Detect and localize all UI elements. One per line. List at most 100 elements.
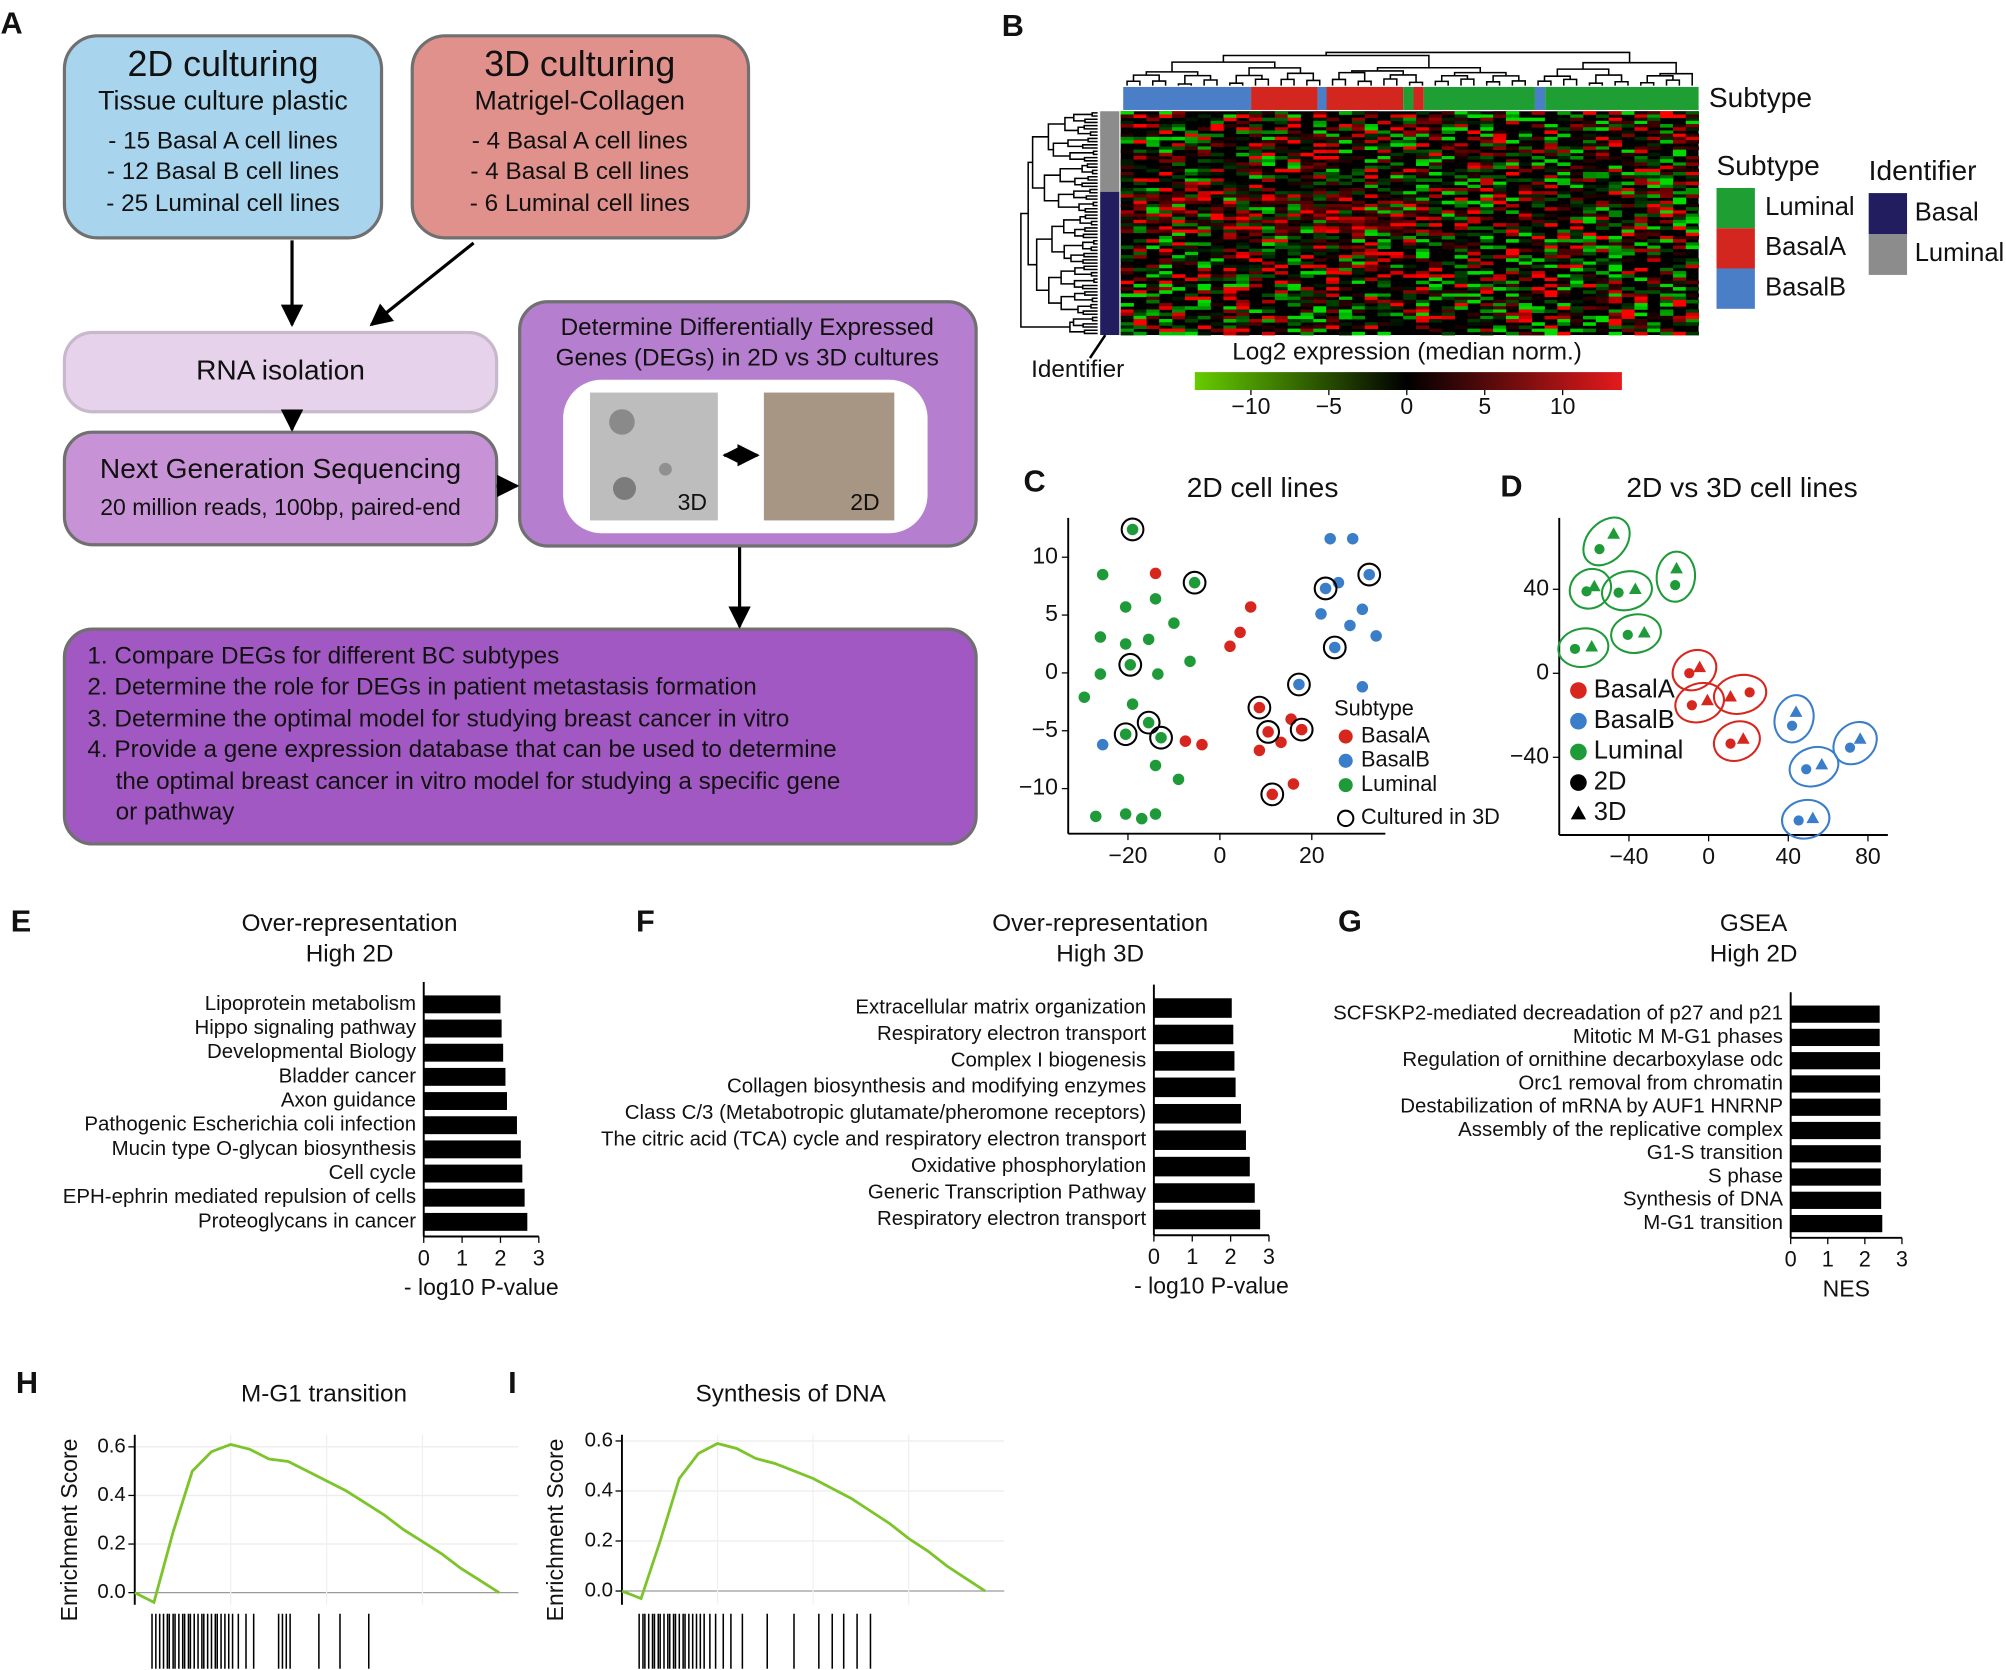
heatmap-cell (1480, 127, 1494, 131)
heatmap-cell (1223, 274, 1237, 278)
heatmap-cell (1313, 210, 1327, 214)
heatmap-cell (1197, 287, 1211, 291)
heatmap-cell (1634, 162, 1648, 166)
heatmap-cell (1621, 149, 1635, 154)
point (1693, 660, 1707, 673)
heatmap-cell (1416, 303, 1430, 307)
heatmap-cell (1261, 248, 1276, 253)
heatmap-cell (1249, 264, 1263, 269)
heatmap-cell (1518, 255, 1533, 259)
heatmap-cell (1300, 331, 1314, 336)
heatmap-cell (1159, 287, 1173, 291)
heatmap-cell (1172, 127, 1186, 131)
heatmap-cell (1660, 299, 1674, 304)
heatmap-cell (1364, 261, 1378, 266)
heatmap-cell (1159, 328, 1173, 333)
heatmap-cell (1236, 267, 1250, 272)
subtype-bar (1123, 86, 1699, 110)
heatmap-cell (1634, 223, 1648, 227)
heatmap-cell (1608, 277, 1622, 282)
category-label: Lipoprotein metabolism (205, 992, 416, 1015)
heatmap-cell (1685, 191, 1700, 195)
category-label: S phase (1708, 1164, 1783, 1187)
heatmap-cell (1197, 178, 1211, 182)
heatmap-cell (1557, 235, 1571, 240)
heatmap-cell (1274, 229, 1288, 234)
heatmap-cell (1133, 312, 1147, 317)
heatmap-cell (1531, 165, 1545, 170)
heatmap-cell (1300, 264, 1314, 269)
heatmap-cell (1570, 219, 1584, 224)
heatmap-cell (1287, 251, 1301, 256)
photo-2d (763, 392, 895, 521)
legend-swatch (1868, 234, 1908, 275)
heatmap-cell (1300, 210, 1314, 214)
heatmap-cell (1274, 315, 1288, 320)
heatmap-cell (1570, 322, 1584, 326)
heatmap-cell (1313, 149, 1327, 154)
point (1293, 678, 1305, 691)
heatmap-cell (1557, 299, 1571, 304)
heatmap-cell (1608, 315, 1622, 320)
identifier-segment (1100, 111, 1120, 192)
category-label: G1-S transition (1647, 1141, 1783, 1164)
heatmap-cell (1390, 130, 1404, 135)
heatmap-cell (1197, 152, 1211, 157)
heatmap-cell (1595, 136, 1610, 141)
point (1670, 579, 1681, 591)
heatmap-cell (1544, 207, 1558, 211)
heatmap-cell (1595, 143, 1610, 147)
heatmap-cell (1184, 226, 1199, 230)
point (1363, 568, 1376, 581)
heatmap-cell (1672, 136, 1687, 141)
heatmap-cell (1338, 136, 1353, 141)
heatmap-cell (1326, 277, 1340, 282)
heatmap-cell (1377, 280, 1391, 285)
heatmap-cell (1172, 181, 1186, 186)
heatmap-cell (1634, 277, 1648, 282)
heatmap-cell (1557, 175, 1571, 179)
heatmap-cell (1172, 232, 1186, 237)
heatmap-cell (1685, 194, 1700, 198)
heatmap-cell (1313, 200, 1327, 205)
heatmap-cell (1416, 120, 1430, 125)
heatmap-cell (1184, 152, 1199, 157)
heatmap-cell (1428, 277, 1443, 282)
heatmap-cell (1403, 136, 1417, 141)
heatmap-cell (1595, 315, 1610, 320)
heatmap-cell (1583, 140, 1597, 144)
heatmap-cell (1184, 130, 1199, 135)
heatmap-cell (1441, 146, 1455, 150)
heatmap-cell (1377, 239, 1391, 243)
heatmap-cell (1377, 242, 1391, 246)
heatmap-cell (1313, 309, 1327, 314)
heatmap-cell (1146, 306, 1160, 310)
heatmap-cell (1557, 322, 1571, 326)
category-label: Pathogenic Escherichia coli infection (84, 1113, 416, 1136)
heatmap-cell (1364, 293, 1378, 298)
heatmap-cell (1660, 184, 1674, 189)
panel-label: A (0, 6, 22, 41)
category-label: Orc1 removal from chromatin (1518, 1071, 1783, 1094)
heatmap-cell (1660, 309, 1674, 314)
heatmap-cell (1660, 130, 1674, 135)
heatmap-cell (1428, 133, 1443, 138)
heatmap-cell (1660, 271, 1674, 275)
heatmap-cell (1223, 114, 1237, 119)
heatmap-cell (1210, 290, 1224, 294)
heatmap-cell (1505, 226, 1520, 230)
heatmap-cell (1313, 117, 1327, 122)
heatmap-cell (1583, 267, 1597, 272)
heatmap-cell (1403, 149, 1417, 154)
heatmap-cell (1570, 245, 1584, 250)
heatmap-cell (1184, 223, 1199, 227)
heatmap-cell (1326, 267, 1340, 272)
heatmap-cell (1313, 232, 1327, 237)
heatmap-cell (1634, 203, 1648, 208)
heatmap-cell (1287, 280, 1301, 285)
heatmap-cell (1146, 299, 1160, 304)
heatmap-cell (1120, 140, 1134, 144)
heatmap-cell (1287, 235, 1301, 240)
heatmap-cell (1403, 140, 1417, 144)
heatmap-cell (1133, 200, 1147, 205)
